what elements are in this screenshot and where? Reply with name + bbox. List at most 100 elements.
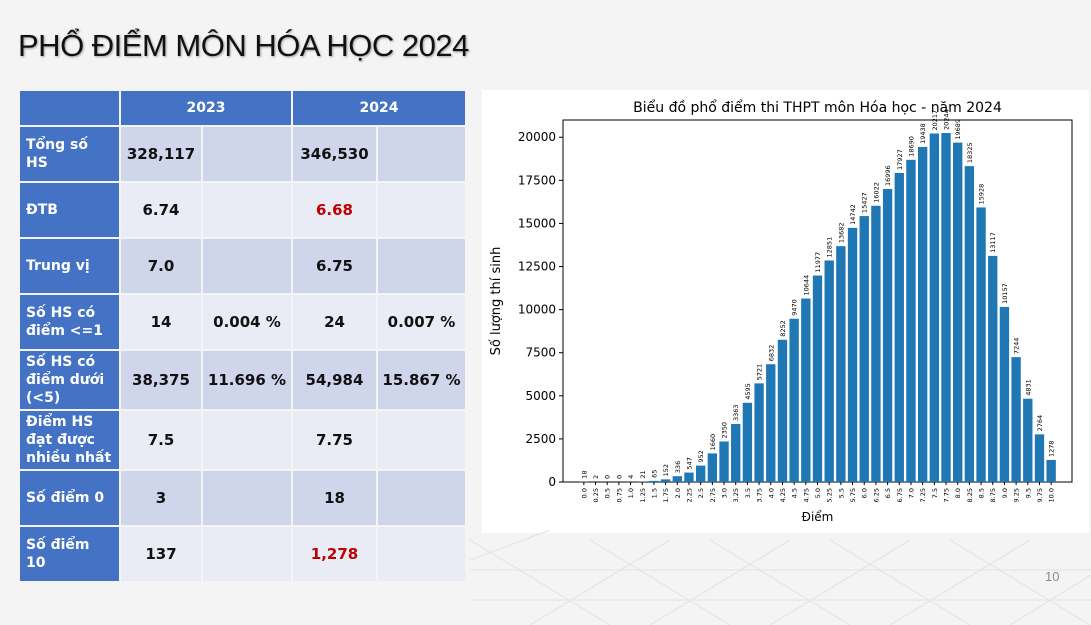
bar-value-label: 20244 (943, 109, 951, 130)
row-label: Số điểm 0 (20, 471, 119, 525)
bar-value-label: 1278 (1048, 440, 1056, 457)
value-2023: 3 (121, 471, 201, 525)
value-2023: 7.0 (121, 239, 201, 293)
x-tick-label: 7.75 (943, 488, 951, 502)
bar-value-label: 12851 (826, 237, 834, 258)
x-tick-label: 0.0 (580, 488, 588, 498)
x-tick-label: 2.75 (709, 488, 717, 502)
bar (649, 480, 659, 482)
x-tick-label: 1.0 (627, 488, 635, 498)
bar-value-label: 2 (592, 475, 600, 479)
value-2024: 54,984 (293, 351, 376, 409)
bar-value-label: 2350 (721, 422, 729, 439)
x-tick-label: 7.5 (931, 488, 939, 498)
bar-value-label: 19689 (954, 119, 962, 140)
bar-value-label: 65 (650, 470, 658, 478)
row-label: Trung vị (20, 239, 119, 293)
y-tick-label: 15000 (518, 216, 556, 230)
x-tick-label: 8.0 (954, 488, 962, 498)
bar-value-label: 1660 (709, 434, 717, 451)
bar (1034, 434, 1045, 482)
bar-value-label: 6832 (767, 345, 775, 362)
row-label: Tổng số HS (20, 127, 119, 181)
bar-value-label: 8252 (779, 320, 787, 337)
bar (801, 298, 811, 482)
y-tick-label: 20000 (518, 130, 556, 144)
bar (1011, 357, 1021, 482)
x-tick-label: 0.5 (604, 488, 612, 498)
bar-value-label: 14742 (849, 204, 857, 225)
bar (731, 424, 741, 482)
row-label: Số HS có điểm <=1 (20, 295, 119, 349)
x-tick-label: 6.75 (896, 488, 904, 502)
stats-table: 2023 2024 Tổng số HS 328,117 346,530 ĐTB 6.7… (18, 89, 467, 583)
percent-2024 (378, 183, 465, 237)
x-tick-label: 8.25 (966, 488, 974, 502)
bar (824, 260, 834, 482)
bar-value-label: 18325 (966, 142, 974, 163)
x-tick-label: 3.0 (721, 488, 729, 498)
x-tick-label: 4.5 (791, 488, 799, 498)
stats-table-body: Tổng số HS 328,117 346,530 ĐTB 6.74 6.68 Trung… (20, 127, 465, 581)
bar-value-label: 4 (627, 475, 635, 479)
y-tick-label: 2500 (525, 432, 556, 446)
percent-2024 (378, 527, 465, 581)
value-2024: 1,278 (293, 527, 376, 581)
x-tick-label: 9.0 (1001, 488, 1009, 498)
x-tick-label: 4.25 (779, 488, 787, 502)
y-tick-label: 10000 (518, 303, 556, 317)
value-2023: 328,117 (121, 127, 201, 181)
row-label: Số HS có điểm dưới (<5) (20, 351, 119, 409)
x-tick-label: 3.5 (744, 488, 752, 498)
bar-value-label: 21 (639, 470, 647, 478)
row-label: ĐTB (20, 183, 119, 237)
y-tick-label: 12500 (518, 260, 556, 274)
bar-value-label: 7244 (1013, 338, 1021, 355)
x-tick-label: 9.75 (1036, 488, 1044, 502)
year-header-2023: 2023 (121, 91, 291, 125)
bar (906, 159, 916, 482)
bar (742, 402, 753, 482)
x-tick-label: 7.0 (907, 488, 915, 498)
x-tick-label: 0.25 (592, 488, 600, 502)
bar (754, 383, 764, 482)
bar (1046, 459, 1056, 482)
bar (707, 453, 718, 482)
bar-value-label: 10157 (1001, 283, 1009, 304)
bar (999, 306, 1010, 482)
x-tick-label: 9.5 (1024, 488, 1032, 498)
x-tick-label: 3.75 (756, 488, 764, 502)
bar-value-label: 18 (580, 470, 588, 478)
bar (847, 227, 858, 482)
percent-2024 (378, 239, 465, 293)
chart-panel: Biểu đồ phổ điểm thi THPT môn Hóa học - … (482, 90, 1089, 533)
value-2024: 346,530 (293, 127, 376, 181)
x-tick-label: 4.75 (802, 488, 810, 502)
x-tick-label: 5.0 (814, 488, 822, 498)
bar-value-label: 152 (662, 464, 670, 476)
bar-value-label: 336 (674, 461, 682, 473)
value-2023: 14 (121, 295, 201, 349)
x-tick-label: 3.25 (732, 488, 740, 502)
x-axis-label: Điểm (802, 510, 834, 524)
x-tick-label: 1.5 (650, 488, 658, 498)
chart-title: Biểu đồ phổ điểm thi THPT môn Hóa học - … (633, 99, 1002, 116)
x-tick-label: 8.5 (978, 488, 986, 498)
x-tick-label: 6.5 (884, 488, 892, 498)
value-2024: 18 (293, 471, 376, 525)
percent-2024 (378, 127, 465, 181)
bar-value-label: 4595 (744, 383, 752, 400)
percent-2023 (203, 411, 291, 469)
bar (719, 441, 729, 482)
x-tick-label: 6.0 (861, 488, 869, 498)
value-2023: 137 (121, 527, 201, 581)
x-tick-label: 2.0 (674, 488, 682, 498)
bar (964, 166, 975, 482)
x-tick-label: 10.0 (1048, 488, 1056, 502)
bar (988, 255, 998, 482)
bar-value-label: 4831 (1024, 379, 1032, 396)
y-tick-label: 5000 (525, 389, 556, 403)
bar-value-label: 15427 (861, 192, 869, 213)
bar (859, 216, 869, 482)
percent-2023: 11.696 % (203, 351, 291, 409)
